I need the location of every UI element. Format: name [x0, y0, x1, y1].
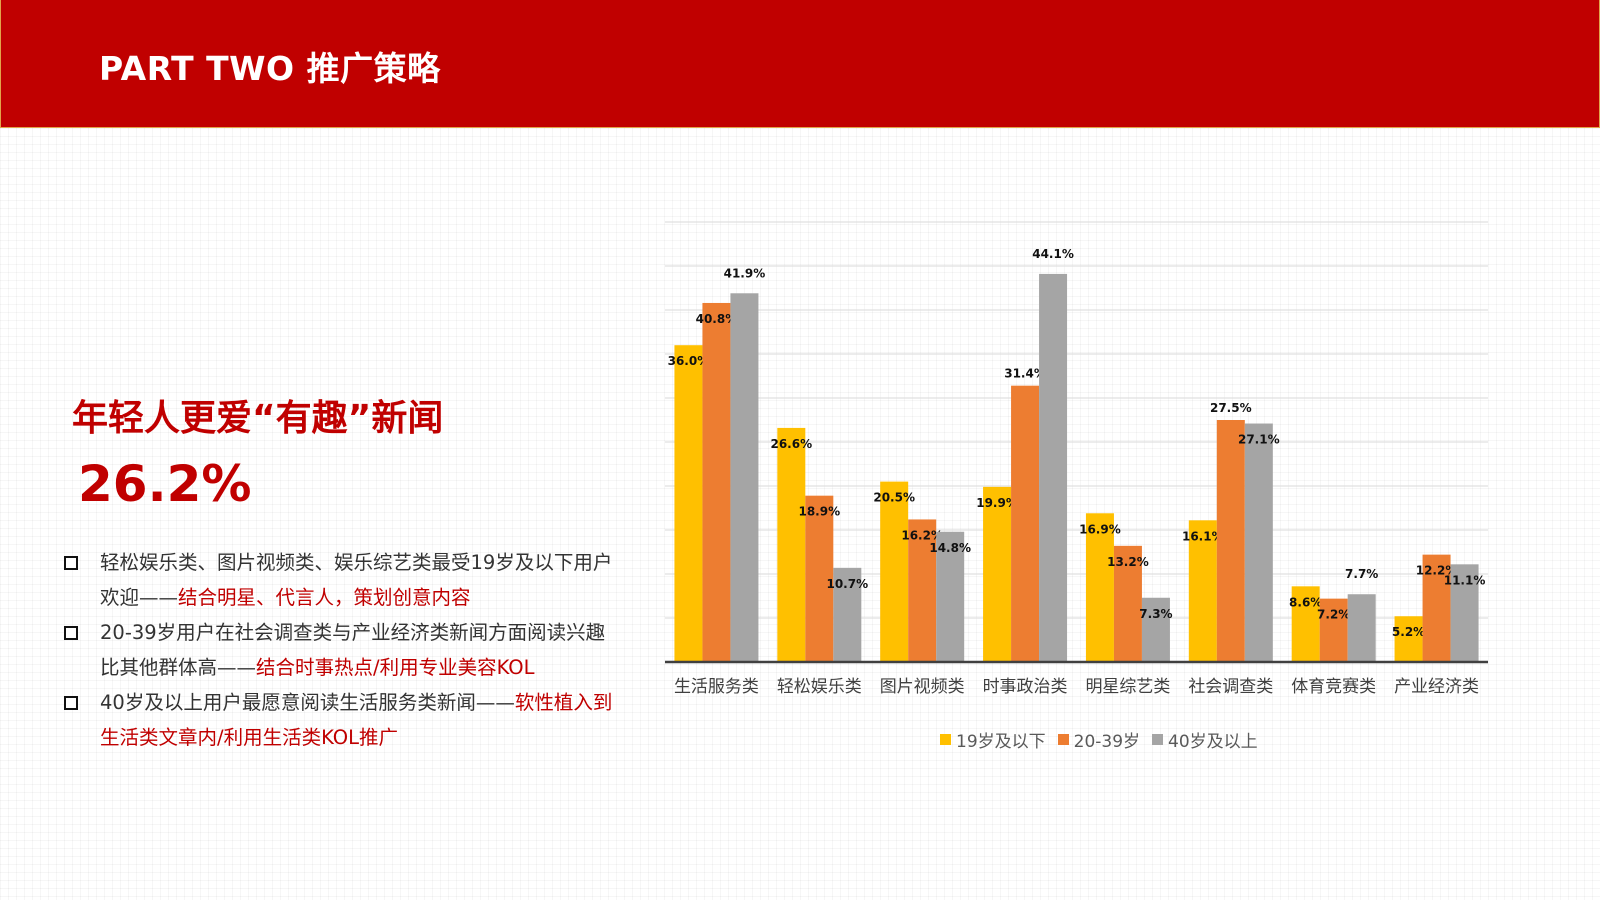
category-label: 生活服务类 — [674, 677, 759, 697]
bullet-item: 40岁及以上用户最愿意阅读生活服务类新闻——软性植入到生活类文章内/利用生活类K… — [64, 685, 624, 755]
bar-chart-svg: 36.0% 40.8% 41.9% 生活服务类 26.6% 18.9% 10.7% 轻松娱乐类… — [665, 221, 1488, 697]
bullet-text: 轻松娱乐类、图片视频类、娱乐综艺类最受19岁及以下用户欢迎—— — [100, 551, 613, 609]
bullet-highlight: 结合时事热点/利用专业美容KOL — [256, 656, 535, 679]
category-label: 社会调查类 — [1188, 677, 1273, 697]
bar — [1216, 420, 1245, 662]
legend-swatch — [1057, 734, 1069, 745]
square-bullet-icon — [64, 556, 78, 570]
category-label: 轻松娱乐类 — [777, 677, 862, 697]
data-label: 26.6% — [770, 437, 812, 451]
bar — [908, 519, 937, 662]
bar — [1188, 520, 1217, 662]
data-label: 14.8% — [929, 541, 971, 555]
data-label: 16.2% — [901, 528, 943, 542]
bar — [1244, 423, 1273, 662]
data-label: 8.6% — [1289, 595, 1322, 609]
page-title: PART TWO 推广策略 — [99, 49, 441, 88]
category-label: 体育竞赛类 — [1291, 676, 1376, 697]
bullet-highlight: 软性植入到生活类文章内/利用生活类KOL推广 — [100, 691, 613, 749]
data-label: 20.5% — [873, 491, 915, 505]
headline: 年轻人更爱“有趣”新闻 — [72, 398, 444, 439]
bar — [983, 486, 1012, 662]
category-label: 图片视频类 — [880, 677, 965, 697]
bar — [1319, 598, 1348, 662]
data-label: 16.9% — [1079, 522, 1121, 536]
bullet-text: 20-39岁用户在社会调查类与产业经济类新闻方面阅读兴趣比其他群体高—— — [100, 621, 606, 679]
legend-label: 20-39岁 — [1073, 732, 1141, 752]
category-label: 时事政治类 — [983, 677, 1068, 697]
square-bullet-icon — [64, 626, 78, 640]
data-label: 31.4% — [1004, 367, 1046, 381]
data-label: 41.9% — [724, 266, 766, 280]
legend-item-20-39: 20-39岁 — [1057, 727, 1141, 752]
data-label: 7.3% — [1139, 607, 1172, 621]
data-label: 36.0% — [668, 354, 710, 368]
bar — [1039, 273, 1068, 662]
data-label: 27.1% — [1238, 433, 1280, 447]
data-label: 5.2% — [1392, 625, 1425, 639]
bar — [805, 495, 834, 662]
data-label: 27.5% — [1210, 401, 1252, 415]
bar — [936, 531, 965, 662]
data-label: 7.2% — [1317, 608, 1350, 622]
bar — [1422, 554, 1451, 662]
legend-swatch — [940, 734, 951, 745]
legend-label: 19岁及以下 — [956, 732, 1046, 752]
bar-chart: 36.0% 40.8% 41.9% 生活服务类 26.6% 18.9% 10.7% 轻松娱乐类… — [660, 200, 1500, 710]
bar — [674, 345, 703, 662]
bar — [730, 293, 759, 662]
bar — [1085, 513, 1114, 662]
legend-item-19: 19岁及以下 — [940, 727, 1046, 752]
bar — [1450, 564, 1479, 662]
data-label: 12.2% — [1416, 564, 1458, 578]
bullet-item: 20-39岁用户在社会调查类与产业经济类新闻方面阅读兴趣比其他群体高——结合时事… — [64, 615, 624, 685]
data-label: 16.1% — [1182, 529, 1224, 543]
legend-item-40: 40岁及以上 — [1152, 727, 1258, 752]
bar — [1291, 586, 1320, 662]
bar — [1347, 594, 1376, 662]
highlight-number: 26.2% — [78, 455, 252, 513]
bar — [880, 481, 909, 662]
bar — [702, 302, 731, 662]
data-label: 18.9% — [798, 505, 840, 519]
data-label: 40.8% — [696, 312, 738, 326]
legend-swatch — [1152, 734, 1164, 745]
category-label: 产业经济类 — [1394, 677, 1479, 697]
legend-label: 40岁及以上 — [1168, 732, 1258, 752]
data-label: 44.1% — [1032, 247, 1074, 261]
bullet-text: 40岁及以上用户最愿意阅读生活服务类新闻—— — [100, 691, 515, 714]
data-label: 7.7% — [1345, 567, 1378, 581]
bar — [1113, 545, 1142, 662]
bullet-highlight: 结合明星、代言人，策划创意内容 — [178, 586, 471, 609]
data-label: 11.1% — [1444, 573, 1486, 587]
bar — [1394, 616, 1423, 662]
bar — [833, 567, 862, 662]
bar — [1141, 597, 1170, 662]
category-label: 明星综艺类 — [1085, 677, 1170, 697]
data-label: 13.2% — [1107, 555, 1149, 569]
data-label: 19.9% — [976, 496, 1018, 510]
header-bar: PART TWO 推广策略 — [0, 0, 1600, 128]
data-label: 10.7% — [826, 577, 868, 591]
bar — [777, 427, 806, 662]
chart-legend: 19岁及以下 20-39岁 40岁及以上 — [940, 727, 1258, 752]
square-bullet-icon — [64, 696, 78, 710]
bullet-item: 轻松娱乐类、图片视频类、娱乐综艺类最受19岁及以下用户欢迎——结合明星、代言人，… — [64, 545, 624, 615]
bar — [1011, 385, 1040, 662]
bullet-list: 轻松娱乐类、图片视频类、娱乐综艺类最受19岁及以下用户欢迎——结合明星、代言人，… — [64, 545, 624, 755]
